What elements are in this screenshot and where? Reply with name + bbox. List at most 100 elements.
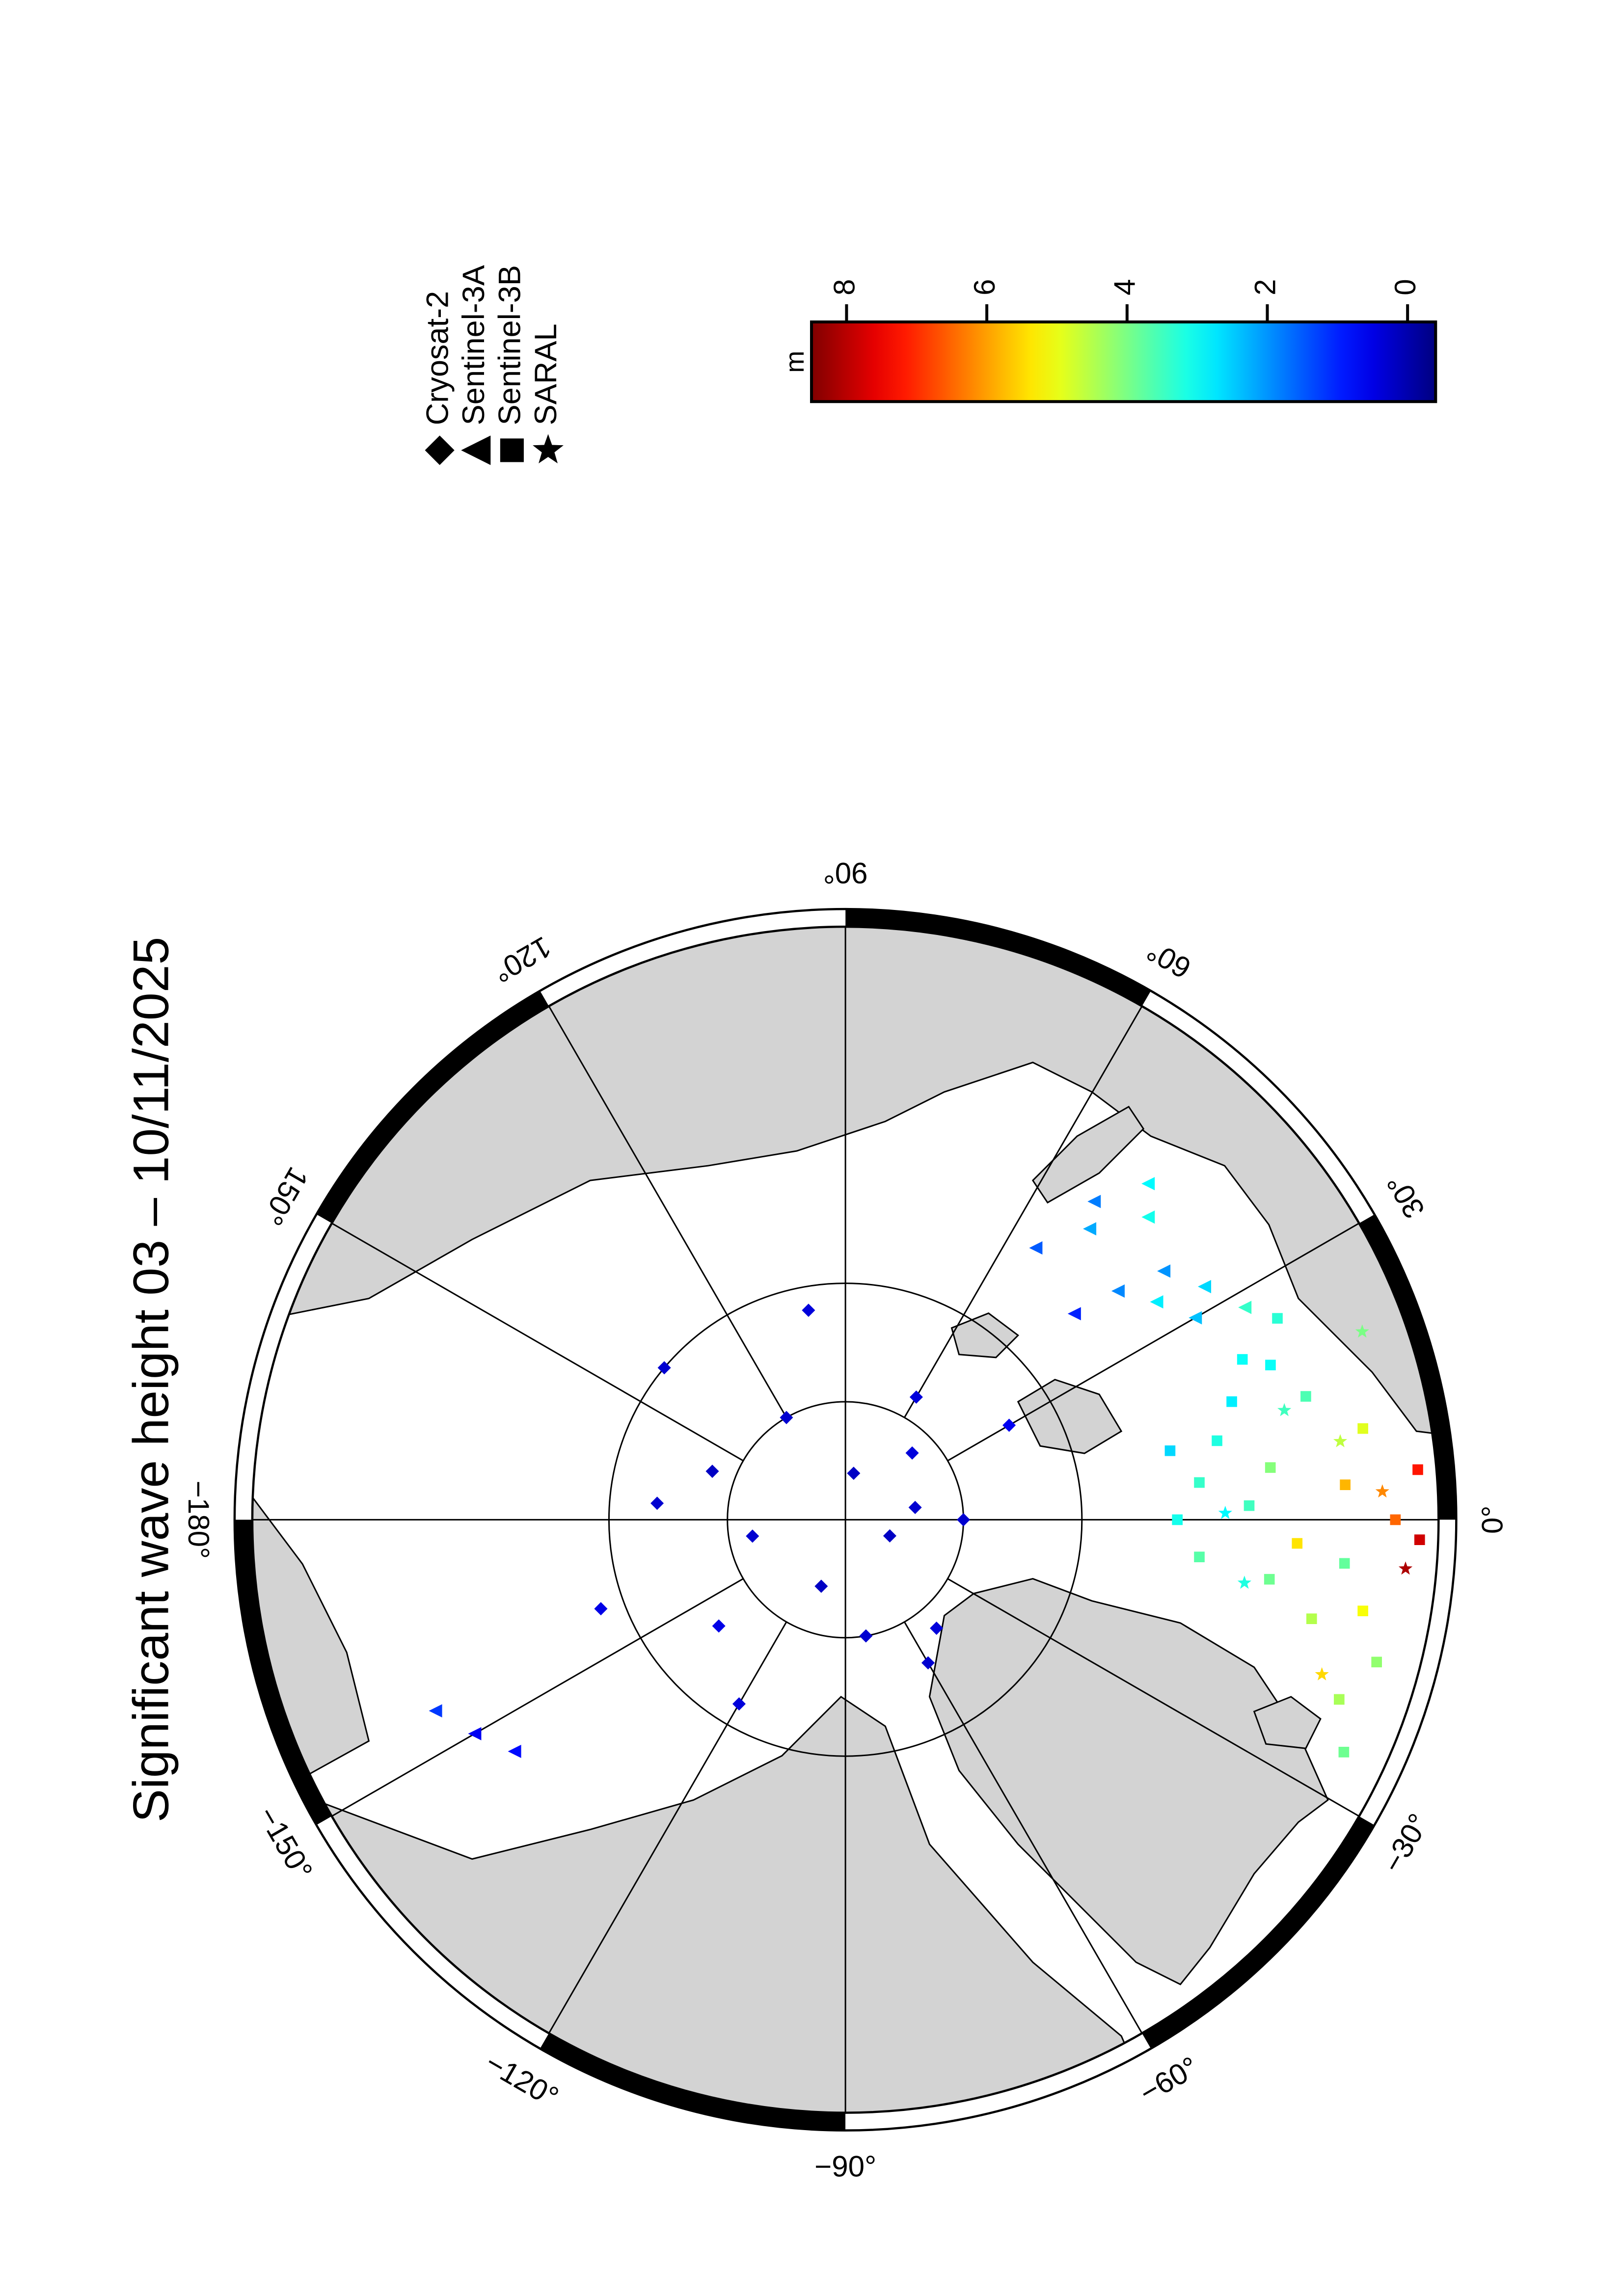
wave-point [1264, 1574, 1275, 1585]
frame-segment [1142, 1816, 1375, 2049]
longitude-label: −180° [182, 1481, 215, 1559]
legend-label: Sentinel-3A [457, 265, 491, 425]
wave-point [1265, 1360, 1276, 1371]
colorbar-tick-label: 6 [968, 279, 1001, 295]
map-area [252, 927, 1439, 2113]
wave-point [594, 1602, 608, 1616]
meridian [904, 1621, 1143, 2034]
wave-point [1111, 1284, 1125, 1298]
frame-segment [540, 2033, 846, 2131]
wave-point [1355, 1324, 1369, 1338]
wave-point [1277, 1403, 1292, 1416]
wave-point [508, 1744, 521, 1758]
wave-point [1292, 1538, 1303, 1549]
wave-point [1194, 1477, 1205, 1488]
colorbar-tick-label: 4 [1109, 279, 1141, 295]
frame-segment [316, 990, 549, 1224]
land-svalbard [1017, 1379, 1123, 1454]
wave-point [468, 1727, 482, 1740]
wave-point [1164, 1445, 1176, 1456]
legend-symbol [425, 435, 455, 465]
meridian [548, 1006, 787, 1418]
frame-inner [251, 925, 1440, 2114]
longitude-label: 0° [1476, 1506, 1509, 1534]
frame-segment [540, 909, 846, 1007]
wave-point [1265, 1462, 1276, 1473]
legend-symbol [461, 435, 491, 465]
wave-point [1237, 1354, 1248, 1365]
longitude-label: 150° [256, 1162, 315, 1231]
wave-point [1371, 1656, 1382, 1668]
legend-label: SARAL [529, 323, 563, 425]
colorbar-tick-label: 2 [1248, 279, 1281, 295]
wave-point [1300, 1391, 1311, 1402]
wave-point [930, 1621, 944, 1635]
meridian [947, 1578, 1360, 1817]
wave-point [1334, 1694, 1345, 1705]
wave-point [1398, 1561, 1413, 1575]
wave-point [1194, 1551, 1205, 1562]
wave-point [1237, 1575, 1252, 1589]
colorbar-tick-label: 8 [828, 279, 861, 295]
meridian [331, 1578, 744, 1817]
wave-point [814, 1579, 828, 1593]
legend-symbol [500, 438, 524, 462]
wave-point [1141, 1177, 1155, 1191]
wave-point [1087, 1195, 1101, 1208]
wave-point [1412, 1464, 1423, 1475]
longitude-label: 30° [1380, 1169, 1431, 1224]
legend-label: Cryosat-2 [420, 291, 455, 426]
wave-point [1357, 1423, 1368, 1434]
wave-point [1197, 1280, 1212, 1293]
frame-segment [234, 1214, 332, 1520]
wave-point [1067, 1307, 1081, 1321]
legend: Cryosat-2 Sentinel-3A Sentinel-3B SARAL [420, 265, 564, 465]
longitude-label: −30° [1376, 1808, 1435, 1878]
frame-segment [234, 1520, 332, 1825]
wave-point [905, 1446, 919, 1460]
longitude-label: 90° [823, 856, 868, 889]
wave-point [429, 1704, 442, 1718]
wave-point [883, 1529, 896, 1543]
frame-segment [1142, 990, 1375, 1224]
wave-point [1390, 1514, 1401, 1525]
land-greenland [928, 1578, 1329, 1985]
graticule [252, 927, 1439, 2113]
wave-point [1357, 1605, 1368, 1617]
frame-segment [845, 2033, 1151, 2131]
legend-label: Sentinel-3B [493, 265, 527, 425]
wave-point [1340, 1479, 1351, 1491]
meridian [548, 1621, 787, 2034]
map-title: Significant wave height 03 – 10/11/2025 [123, 937, 179, 1822]
frame-segment [845, 909, 1151, 1007]
frame-segment [1359, 1214, 1457, 1520]
wave-point [1172, 1514, 1183, 1525]
wave-point [1306, 1613, 1317, 1625]
meridian [947, 1222, 1360, 1462]
longitude-label: −90° [814, 2150, 876, 2183]
wave-point [1029, 1241, 1043, 1255]
colorbar-gradient [810, 320, 1437, 403]
wave-point [1414, 1534, 1425, 1546]
wave-point [1083, 1222, 1097, 1236]
wave-point [1375, 1484, 1389, 1498]
meridian [331, 1222, 744, 1462]
colorbar-label: m [780, 351, 810, 373]
wave-point [1315, 1667, 1329, 1681]
frame-outer [233, 908, 1458, 2132]
longitude-label: 120° [487, 930, 557, 989]
wave-point [1244, 1500, 1255, 1511]
wave-point [1339, 1558, 1350, 1569]
wave-point [859, 1629, 873, 1643]
wave-point [1218, 1505, 1232, 1519]
meridian [904, 1006, 1143, 1418]
legend-symbol [533, 434, 564, 464]
wave-point [1272, 1313, 1283, 1324]
wave-point [1333, 1434, 1348, 1447]
wave-point [1189, 1311, 1202, 1325]
wave-point [1212, 1435, 1222, 1446]
land-novaya-zemlya [1031, 1105, 1145, 1204]
wave-point [712, 1619, 726, 1633]
